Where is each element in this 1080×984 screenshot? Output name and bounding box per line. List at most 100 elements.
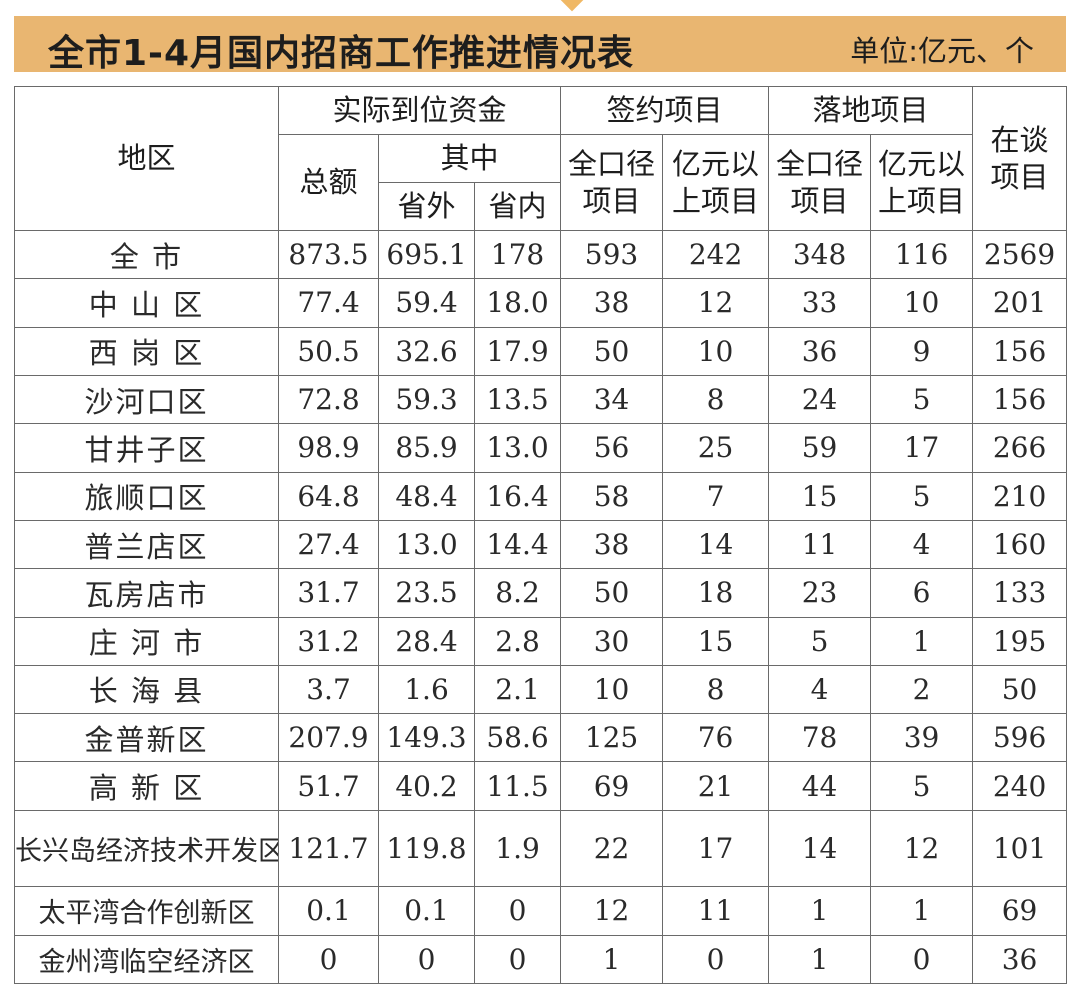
outside-cell: 59.3: [378, 374, 475, 425]
signed-all-cell: 12: [560, 886, 664, 936]
table-row: 长兴岛经济技术开发区 121.7 119.8 1.9 22 17 14 12 101: [14, 809, 1068, 888]
table-row: 中 山 区 77.4 59.4 18.0 38 12 33 10 201: [14, 278, 1068, 328]
outside-cell: 85.9: [378, 423, 475, 473]
total-cell: 0: [278, 934, 379, 984]
outside-cell: 119.8: [378, 809, 475, 888]
negotiating-cell: 195: [972, 616, 1068, 666]
signed-all-cell: 50: [560, 568, 664, 618]
header-landed-all: 全口径 项目: [768, 134, 872, 231]
total-cell: 64.8: [278, 471, 379, 521]
region-cell: 长兴岛经济技术开发区: [14, 809, 279, 888]
region-cell: 全 市: [14, 229, 279, 280]
table-row: 庄 河 市 31.2 28.4 2.8 30 15 5 1 195: [14, 616, 1068, 666]
landed-all-cell: 11: [768, 519, 872, 570]
region-cell: 旅顺口区: [14, 471, 279, 521]
landed-all-cell: 1: [768, 886, 872, 936]
landed-all-cell: 78: [768, 713, 872, 763]
inside-cell: 178: [473, 229, 562, 280]
landed-big-cell: 5: [870, 761, 974, 811]
header-total: 总额: [278, 134, 379, 231]
total-cell: 207.9: [278, 713, 379, 763]
outside-cell: 695.1: [378, 229, 475, 280]
negotiating-cell: 36: [972, 934, 1068, 984]
region-cell: 庄 河 市: [14, 616, 279, 666]
header-signed-all-line2: 项目: [582, 183, 641, 218]
landed-big-cell: 9: [870, 326, 974, 376]
header-negotiating: 在谈 项目: [972, 86, 1068, 231]
negotiating-cell: 160: [972, 519, 1068, 570]
signed-all-cell: 22: [560, 809, 664, 888]
header-landed-big-line1: 亿元以: [878, 147, 966, 182]
region-cell: 金州湾临空经济区: [14, 934, 279, 984]
table-row: 高 新 区 51.7 40.2 11.5 69 21 44 5 240: [14, 761, 1068, 811]
table-row: 全 市 873.5 695.1 178 593 242 348 116 2569: [14, 229, 1068, 280]
table-row: 沙河口区 72.8 59.3 13.5 34 8 24 5 156: [14, 374, 1068, 425]
signed-big-cell: 15: [662, 616, 770, 666]
inside-cell: 58.6: [473, 713, 562, 763]
landed-big-cell: 17: [870, 423, 974, 473]
signed-all-cell: 58: [560, 471, 664, 521]
header-negotiating-line2: 项目: [990, 159, 1049, 194]
landed-big-cell: 39: [870, 713, 974, 763]
landed-all-cell: 24: [768, 374, 872, 425]
total-cell: 27.4: [278, 519, 379, 570]
negotiating-cell: 69: [972, 886, 1068, 936]
header-outside-province: 省外: [378, 182, 475, 231]
header-landed-all-line2: 项目: [790, 183, 849, 218]
header-landed-big: 亿元以 上项目: [870, 134, 974, 231]
top-diamond-ornament: [560, 0, 584, 12]
negotiating-cell: 101: [972, 809, 1068, 888]
signed-big-cell: 8: [662, 664, 770, 715]
landed-big-cell: 1: [870, 616, 974, 666]
outside-cell: 32.6: [378, 326, 475, 376]
region-cell: 长 海 县: [14, 664, 279, 715]
total-cell: 121.7: [278, 809, 379, 888]
landed-big-cell: 6: [870, 568, 974, 618]
negotiating-cell: 133: [972, 568, 1068, 618]
landed-all-cell: 348: [768, 229, 872, 280]
header-signed-all-line1: 全口径: [568, 147, 656, 182]
header-signed-projects: 签约项目: [560, 86, 770, 135]
inside-cell: 11.5: [473, 761, 562, 811]
table-row: 金普新区 207.9 149.3 58.6 125 76 78 39 596: [14, 713, 1068, 763]
inside-cell: 17.9: [473, 326, 562, 376]
landed-all-cell: 36: [768, 326, 872, 376]
table-row: 旅顺口区 64.8 48.4 16.4 58 7 15 5 210: [14, 471, 1068, 521]
header-actual-funds: 实际到位资金: [277, 86, 562, 135]
signed-all-cell: 56: [560, 423, 664, 473]
outside-cell: 13.0: [378, 519, 475, 570]
inside-cell: 18.0: [473, 278, 562, 328]
signed-big-cell: 18: [662, 568, 770, 618]
total-cell: 31.7: [278, 568, 379, 618]
signed-big-cell: 11: [662, 886, 770, 936]
signed-all-cell: 30: [560, 616, 664, 666]
landed-all-cell: 14: [768, 809, 872, 888]
negotiating-cell: 201: [972, 278, 1068, 328]
table-row: 甘井子区 98.9 85.9 13.0 56 25 59 17 266: [14, 423, 1068, 473]
table-row: 西 岗 区 50.5 32.6 17.9 50 10 36 9 156: [14, 326, 1068, 376]
signed-all-cell: 125: [560, 713, 664, 763]
negotiating-cell: 2569: [972, 229, 1068, 280]
landed-big-cell: 0: [870, 934, 974, 984]
outside-cell: 40.2: [378, 761, 475, 811]
inside-cell: 2.8: [473, 616, 562, 666]
landed-big-cell: 116: [870, 229, 974, 280]
header-signed-big-line1: 亿元以: [672, 147, 760, 182]
region-cell: 甘井子区: [14, 423, 279, 473]
landed-big-cell: 5: [870, 471, 974, 521]
inside-cell: 13.5: [473, 374, 562, 425]
signed-big-cell: 242: [662, 229, 770, 280]
signed-all-cell: 38: [560, 519, 664, 570]
header-region: 地区: [14, 86, 279, 231]
region-cell: 太平湾合作创新区: [14, 886, 279, 936]
header-landed-big-line2: 上项目: [878, 183, 966, 218]
signed-all-cell: 69: [560, 761, 664, 811]
inside-cell: 0: [473, 886, 562, 936]
landed-all-cell: 1: [768, 934, 872, 984]
total-cell: 873.5: [278, 229, 379, 280]
landed-all-cell: 23: [768, 568, 872, 618]
signed-big-cell: 8: [662, 374, 770, 425]
table-row: 瓦房店市 31.7 23.5 8.2 50 18 23 6 133: [14, 568, 1068, 618]
table-row: 太平湾合作创新区 0.1 0.1 0 12 11 1 1 69: [14, 886, 1068, 936]
landed-big-cell: 4: [870, 519, 974, 570]
